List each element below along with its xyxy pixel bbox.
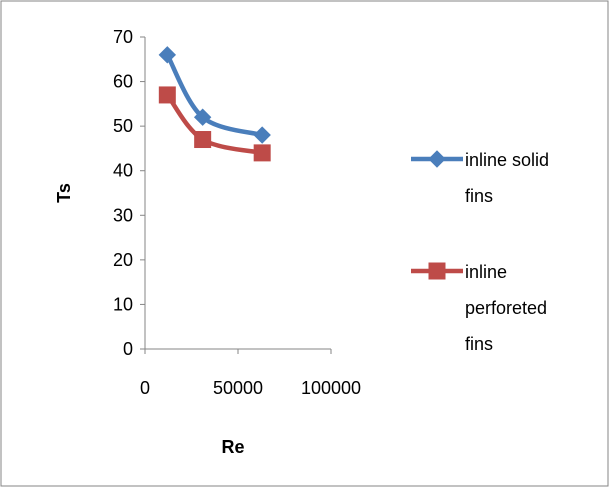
series-1: [158, 46, 271, 144]
data-point: [253, 126, 271, 144]
x-tick-label: 100000: [301, 378, 361, 398]
y-tick-label: 40: [113, 161, 133, 181]
axes: 0 10 20 30 40 50 60 70 0 50000 100000 Re Ts: [54, 27, 361, 457]
x-tick-label: 0: [140, 378, 150, 398]
y-tick-label: 30: [113, 205, 133, 225]
data-point: [194, 131, 212, 149]
y-tick-label: 20: [113, 250, 133, 270]
x-axis-title: Re: [221, 437, 244, 457]
series-2: [158, 86, 271, 162]
legend-swatch-marker: [428, 262, 446, 280]
data-point: [253, 144, 271, 162]
data-point: [158, 86, 176, 104]
data-point: [193, 108, 212, 126]
y-tick-label: 0: [123, 339, 133, 359]
series-layer: [158, 46, 271, 162]
legend-label: fins: [465, 334, 493, 354]
legend: inline solid fins inline perforeted fins: [411, 150, 549, 354]
x-tick-label: 50000: [213, 378, 263, 398]
legend-item-2: inline perforeted fins: [411, 262, 547, 354]
legend-item-1: inline solid fins: [411, 150, 549, 206]
y-tick-label: 10: [113, 294, 133, 314]
y-tick-label: 70: [113, 27, 133, 47]
data-point: [158, 46, 177, 64]
legend-swatch-marker: [428, 150, 446, 168]
y-tick-label: 60: [113, 72, 133, 92]
legend-label: perforeted: [465, 298, 547, 318]
y-axis-title: Ts: [54, 183, 74, 203]
legend-label: inline: [465, 262, 507, 282]
legend-label: fins: [465, 186, 493, 206]
y-tick-label: 50: [113, 116, 133, 136]
legend-label: inline solid: [465, 150, 549, 170]
